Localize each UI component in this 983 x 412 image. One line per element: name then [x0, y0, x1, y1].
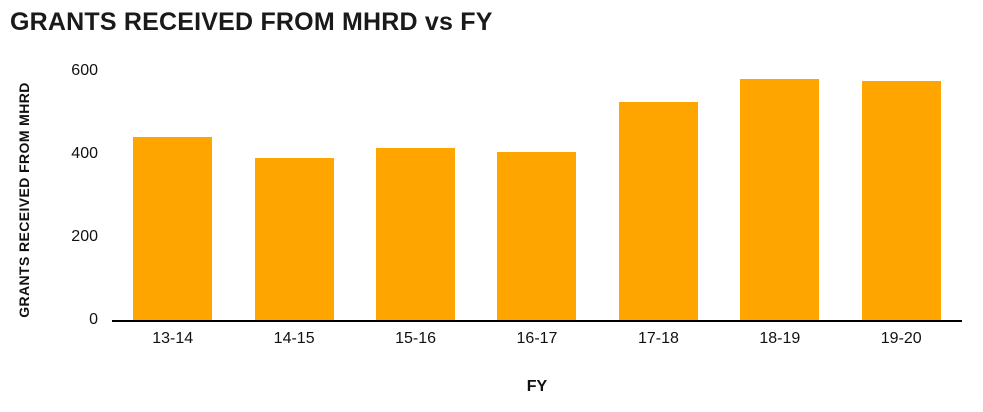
x-tick-label: 17-18	[637, 330, 679, 347]
bar	[740, 79, 820, 320]
bar	[618, 102, 698, 320]
bar-column: 14-15	[254, 71, 334, 347]
y-axis-ticks: 0 200 400 600	[52, 63, 104, 328]
bar-column: 15-16	[376, 71, 456, 347]
bar	[254, 158, 334, 320]
x-tick-label: 19-20	[880, 330, 922, 347]
bar-column: 13-14	[133, 71, 213, 347]
x-tick-label: 18-19	[759, 330, 801, 347]
bar	[497, 151, 577, 320]
bars: 13-14 14-15 15-16 16-17 17-18 18-19 19-20	[112, 71, 962, 347]
bar	[376, 147, 456, 320]
chart-title: GRANTS RECEIVED FROM MHRD vs FY	[10, 8, 493, 36]
y-tick-label: 400	[71, 145, 98, 162]
x-tick-label: 14-15	[273, 330, 315, 347]
y-tick-label: 0	[89, 311, 98, 328]
bar-column: 18-19	[740, 71, 820, 347]
bar	[861, 81, 941, 320]
x-tick-label: 13-14	[152, 330, 194, 347]
x-tick-label: 15-16	[395, 330, 437, 347]
x-tick-label: 16-17	[516, 330, 558, 347]
x-axis-label: FY	[526, 378, 548, 395]
bar-column: 19-20	[861, 71, 941, 347]
y-tick-label: 600	[71, 62, 98, 79]
bar-column: 16-17	[497, 71, 577, 347]
y-tick-label: 200	[71, 228, 98, 245]
plot-area: 13-14 14-15 15-16 16-17 17-18 18-19 19-20	[112, 71, 962, 347]
y-axis-label: GRANTS RECEIVED FROM MHRD	[16, 82, 32, 318]
bar-column: 17-18	[618, 71, 698, 347]
bar	[133, 137, 213, 320]
